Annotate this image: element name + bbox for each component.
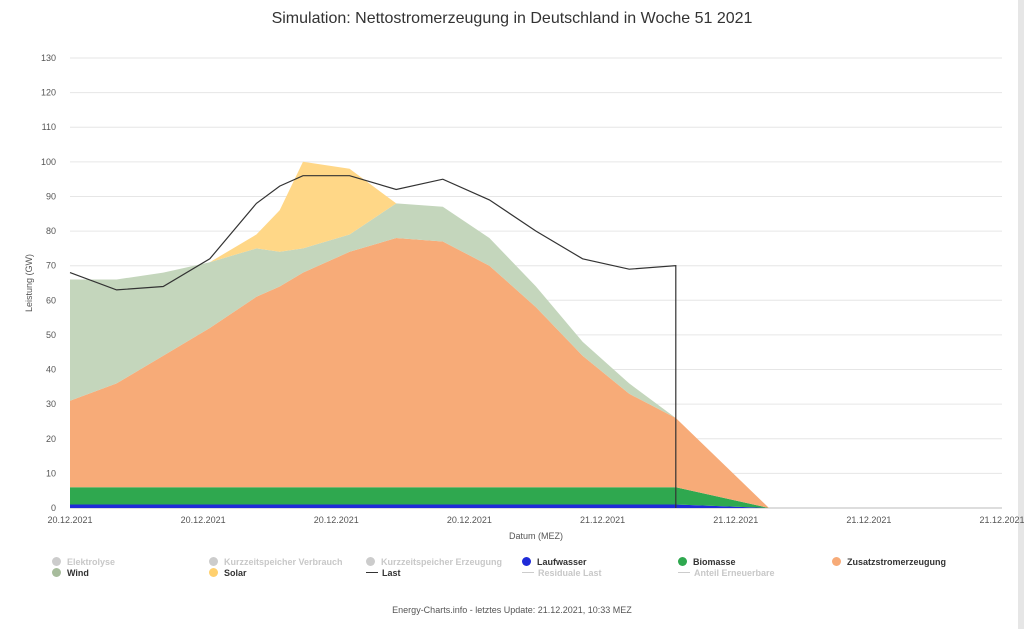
y-tick-label: 20 [46,434,56,444]
legend-item-wind[interactable]: Wind [52,567,89,579]
legend-label: Anteil Erneuerbare [694,568,775,578]
y-tick-label: 120 [41,88,56,98]
legend-label: Wind [67,568,89,578]
legend-label: Kurzzeitspeicher Erzeugung [381,557,503,567]
legend-dot-icon [52,568,61,577]
legend-item-kurzzeitspeicher-verbrauch[interactable]: Kurzzeitspeicher Verbrauch [209,556,343,568]
y-tick-label: 0 [51,503,56,513]
legend-label: Last [382,568,401,578]
legend-item-zusatzstromerzeugung[interactable]: Zusatzstromerzeugung [832,556,946,568]
legend-dot-icon [366,557,375,566]
legend-item-elektrolyse[interactable]: Elektrolyse [52,556,115,568]
legend-label: Kurzzeitspeicher Verbrauch [224,557,343,567]
x-tick-label: 21.12.2021 [713,515,758,525]
area-zusatzstromerzeugung [70,238,1002,508]
legend-item-biomasse[interactable]: Biomasse [678,556,736,568]
legend-item-residuale-last[interactable]: Residuale Last [522,567,602,579]
y-tick-label: 130 [41,53,56,63]
legend-item-solar[interactable]: Solar [209,567,247,579]
x-tick-label: 20.12.2021 [314,515,359,525]
y-tick-label: 100 [41,157,56,167]
window-edge [1018,0,1024,629]
x-tick-label: 20.12.2021 [181,515,226,525]
area-laufwasser [70,504,1002,508]
series-line-last [69,175,677,508]
x-tick-label: 21.12.2021 [846,515,891,525]
legend-label: Biomasse [693,557,736,567]
chart-title: Simulation: Nettostromerzeugung in Deuts… [271,10,753,27]
y-tick-label: 70 [46,261,56,271]
x-axis-title: Datum (MEZ) [509,531,563,541]
x-tick-label: 21.12.2021 [580,515,625,525]
x-tick-label: 20.12.2021 [47,515,92,525]
x-tick-label: 21.12.2021 [979,515,1024,525]
legend-label: Solar [224,568,247,578]
y-tick-label: 90 [46,191,56,201]
x-tick-label: 20.12.2021 [447,515,492,525]
legend-label: Residuale Last [538,568,602,578]
area-solar [70,161,1002,509]
legend-label: Elektrolyse [67,557,116,567]
legend-item-last[interactable]: Last [366,567,401,579]
legend-dot-icon [209,557,218,566]
legend-label: Zusatzstromerzeugung [847,557,947,567]
legend-item-laufwasser[interactable]: Laufwasser [522,556,587,568]
chart-plot-area: 0 10 20 30 40 50 60 70 80 90 100 110 120 130 20.12.202… [24,53,1024,541]
legend-line-icon [366,572,378,573]
y-tick-label: 30 [46,399,56,409]
legend-dot-icon [832,557,841,566]
legend-dot-icon [209,568,218,577]
footer-update-note: Energy-Charts.info - letztes Update: 21.… [392,605,632,615]
area-biomasse [70,487,1002,508]
y-tick-label: 40 [46,365,56,375]
legend-line-icon [522,572,534,573]
y-tick-label: 110 [42,122,56,132]
y-tick-label: 50 [46,330,56,340]
y-tick-label: 80 [46,226,56,236]
legend-line-icon [678,572,690,573]
legend-dot-icon [678,557,687,566]
legend-item-kurzzeitspeicher-erzeugung[interactable]: Kurzzeitspeicher Erzeugung [366,556,502,568]
legend-item-anteil-erneuerbare[interactable]: Anteil Erneuerbare [678,567,775,579]
y-axis-title: Leistung (GW) [24,254,34,312]
legend-dot-icon [522,557,531,566]
legend-dot-icon [52,557,61,566]
y-tick-label: 10 [46,468,56,478]
y-tick-label: 60 [46,295,56,305]
legend-label: Laufwasser [537,557,587,567]
